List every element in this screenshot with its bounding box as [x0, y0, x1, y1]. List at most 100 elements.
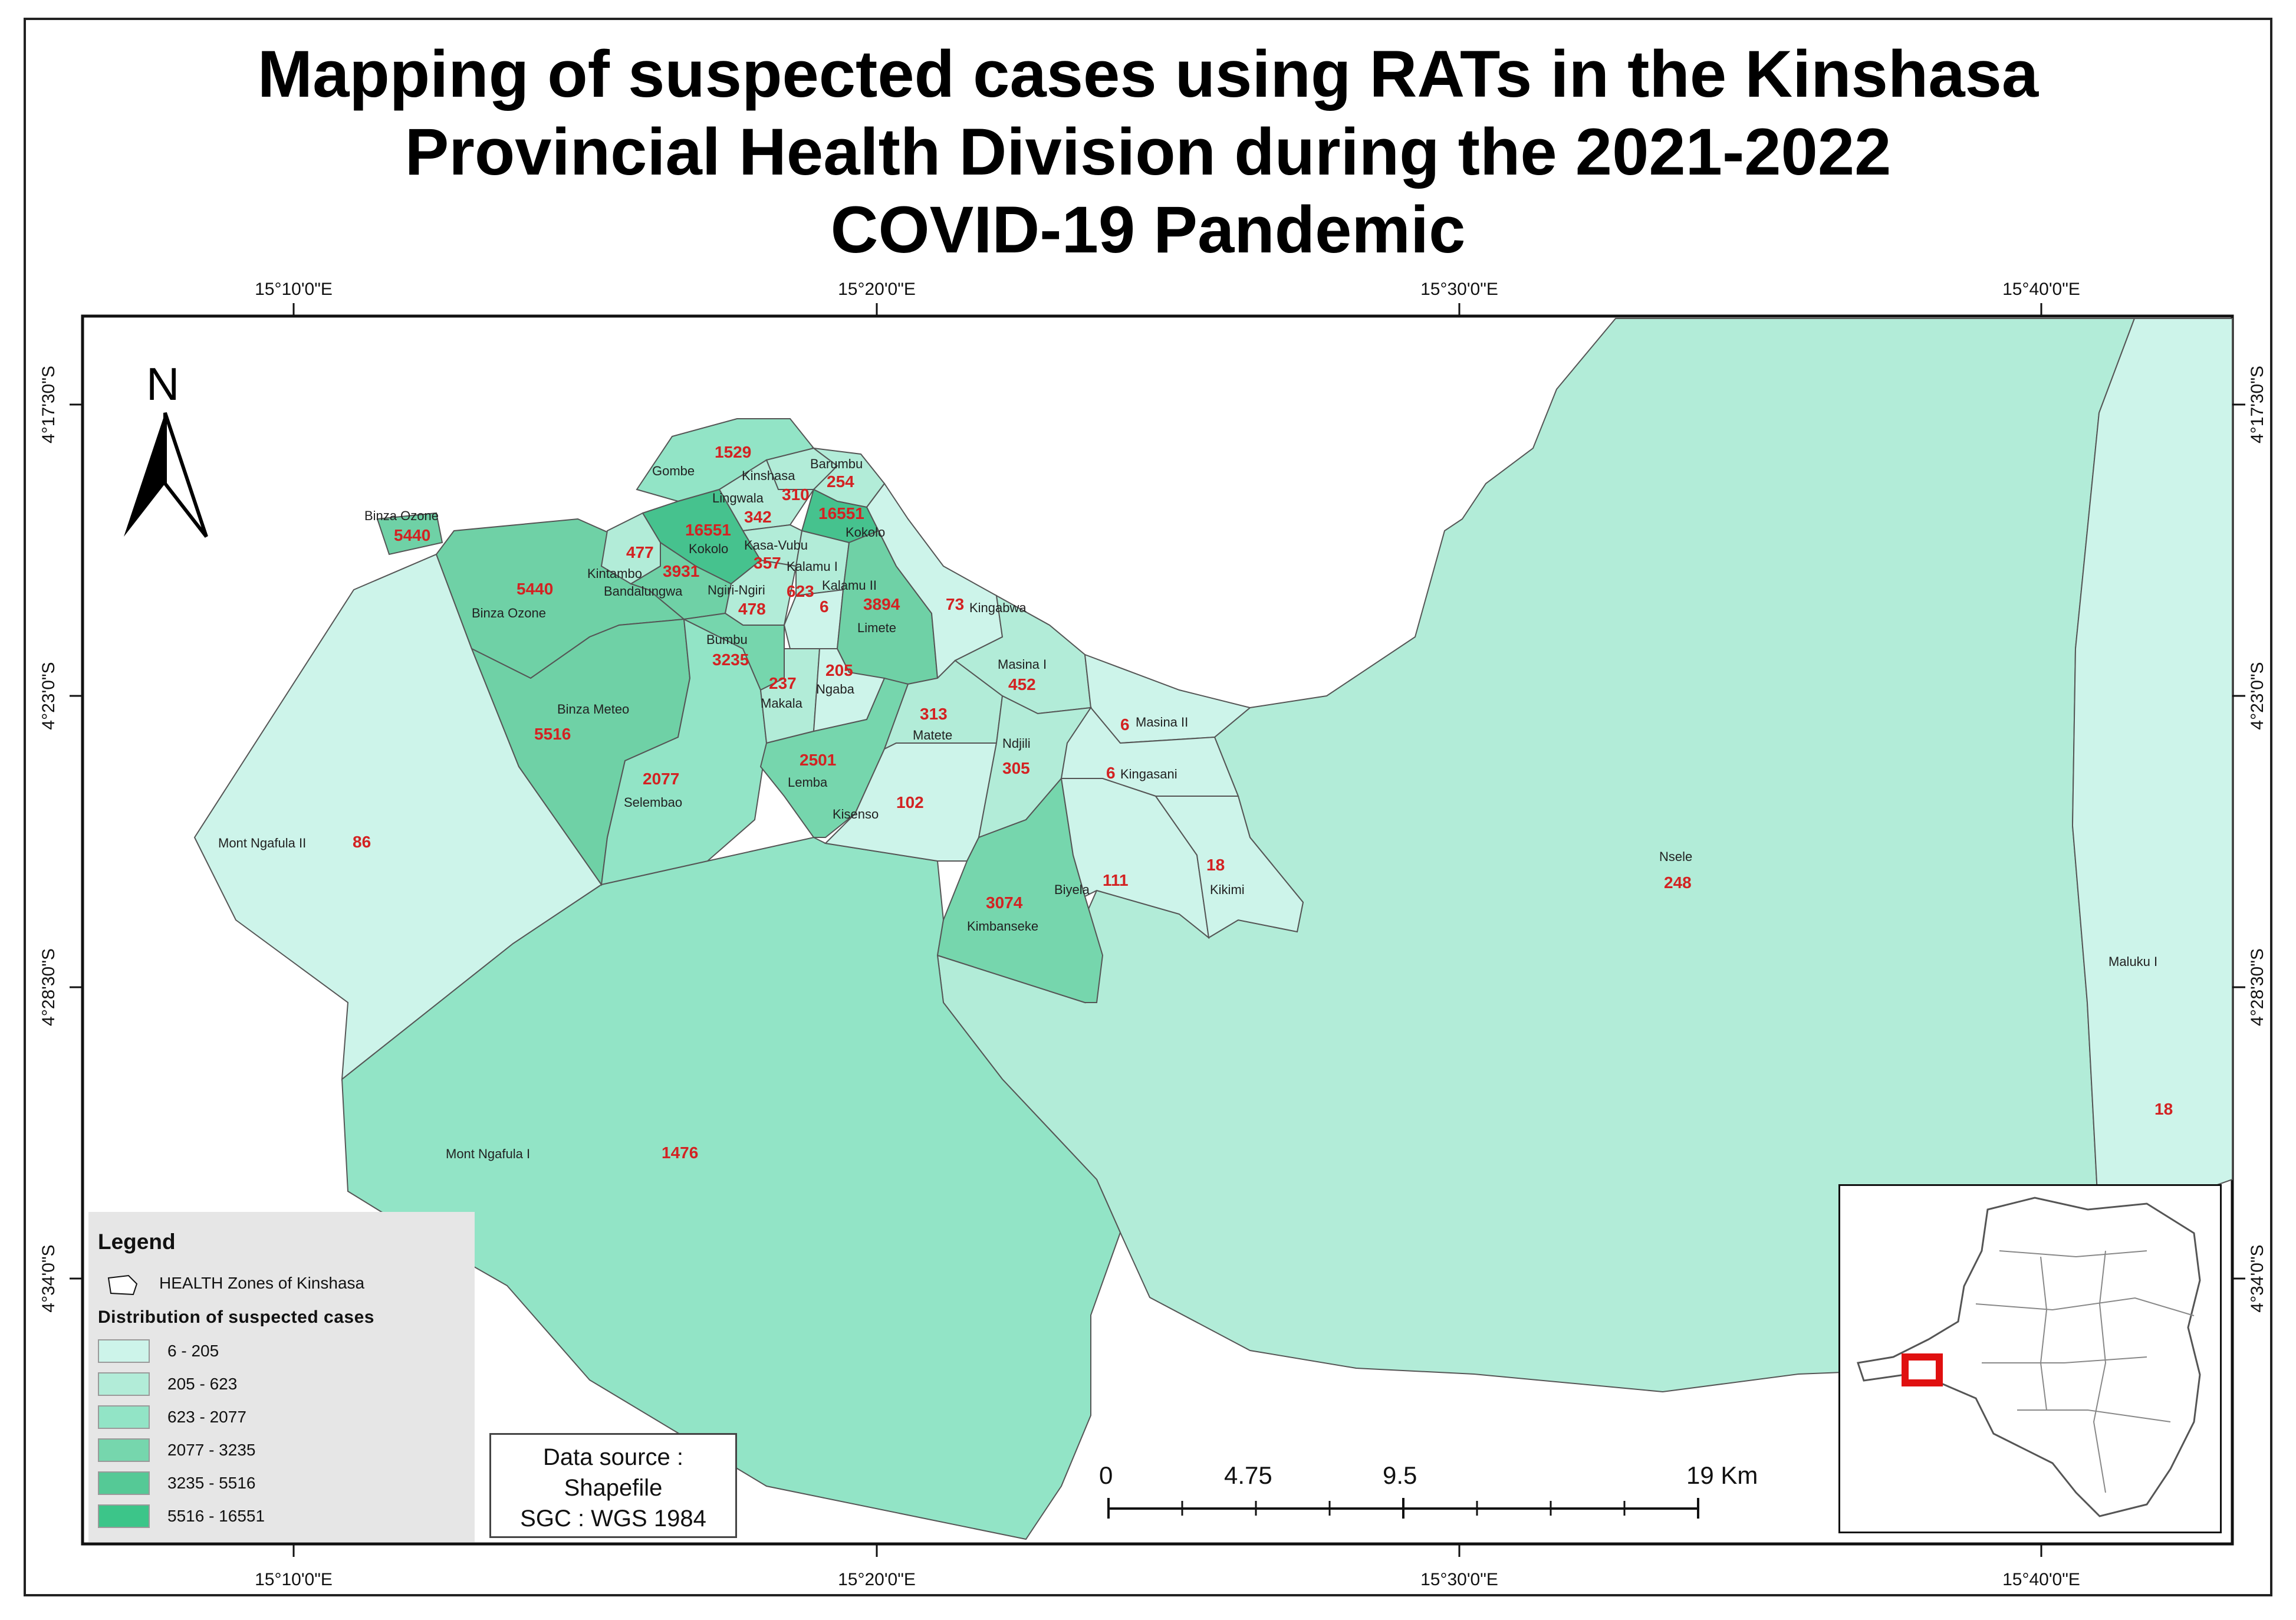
zone-label-name: Makala [761, 696, 803, 711]
zone-label-value: 16551 [685, 521, 731, 539]
zone-label-value: 248 [1664, 873, 1692, 892]
longitude-tick-label: 15°40'0"E [2002, 1570, 2080, 1589]
zone-kikimi [1154, 796, 1304, 939]
latitude-tick-label: 4°23'0"S [39, 662, 58, 730]
map-title: Mapping of suspected cases using RATs in… [0, 35, 2296, 269]
zone-label-value: 5440 [517, 580, 553, 598]
zone-label-value: 102 [896, 793, 924, 811]
scale-label: 19 Km [1686, 1461, 1758, 1489]
zone-label-value: 6 [820, 597, 829, 616]
zone-label-name: Ngiri-Ngiri [708, 583, 765, 597]
zone-label-name: Kokolo [846, 525, 885, 540]
zone-label-name: Limete [857, 620, 896, 635]
legend-swatch [98, 1438, 150, 1462]
legend-swatch [98, 1405, 150, 1429]
legend-heading: Legend [98, 1230, 176, 1254]
locator-inset-map [1838, 1184, 2222, 1533]
zone-label-name: Binza Ozone [472, 606, 546, 620]
zone-label-name: Selembao [624, 795, 682, 810]
zone-label-name: Maluku I [2108, 954, 2157, 969]
latitude-tick-label: 4°28'30"S [2248, 948, 2267, 1026]
longitude-tick-label: 15°40'0"E [2002, 280, 2080, 299]
zone-label-value: 18 [2154, 1100, 2173, 1118]
zone-label-name: Kingabwa [969, 600, 1027, 615]
zone-label-value: 16551 [818, 504, 864, 523]
north-arrow-icon: N [124, 358, 208, 538]
zone-label-name: Gombe [652, 464, 695, 478]
longitude-tick-label: 15°30'0"E [1420, 1570, 1498, 1589]
zone-label-value: 111 [1103, 871, 1129, 889]
zone-label-value: 623 [787, 582, 814, 600]
zone-label-value: 3894 [863, 595, 900, 613]
zone-label-value: 205 [825, 661, 853, 679]
zone-label-name: Matete [913, 728, 952, 742]
zone-label-name: Mont Ngafula II [218, 836, 306, 850]
longitude-tick-label: 15°10'0"E [255, 280, 333, 299]
zone-label-name: Kalamu II [822, 578, 877, 593]
zone-label-value: 478 [738, 600, 766, 618]
zone-label-value: 254 [827, 472, 854, 491]
zone-label-value: 3074 [986, 893, 1023, 912]
zone-label-value: 342 [744, 508, 772, 526]
latitude-tick-label: 4°34'0"S [39, 1244, 58, 1312]
zone-label-name: Mont Ngafula I [446, 1146, 530, 1161]
zone-binza-ozone-west [376, 512, 443, 556]
legend-range: 205 - 623 [167, 1375, 238, 1393]
legend-range: 5516 - 16551 [167, 1507, 265, 1525]
legend-range: 6 - 205 [167, 1342, 219, 1360]
zone-label-value: 6 [1106, 764, 1116, 782]
zone-label-name: Kasa-Vubu [744, 538, 808, 553]
zone-label-value: 3931 [663, 562, 699, 580]
map-legend: Legend HEALTH Zones of Kinshasa Distribu… [88, 1212, 475, 1542]
zone-label-value: 237 [769, 674, 797, 692]
zone-label-value: 2077 [643, 770, 679, 788]
zone-label-name: Kalamu I [787, 559, 838, 574]
zone-label-name: Kintambo [587, 566, 642, 581]
source-line-3: SGC : WGS 1984 [520, 1506, 706, 1532]
zone-label-name: Bandalungwa [604, 584, 683, 599]
zone-label-name: Bumbu [706, 632, 748, 647]
zone-label-value: 313 [920, 705, 948, 723]
zone-label-name: Kingasani [1120, 767, 1177, 781]
map-frame [24, 18, 2272, 1596]
zone-label-value: 5516 [534, 725, 571, 743]
zone-label-name: Barumbu [810, 456, 863, 471]
zone-label-name: Nsele [1659, 849, 1692, 864]
zone-label-name: Kimbanseke [967, 919, 1038, 934]
latitude-tick-label: 4°23'0"S [2248, 662, 2267, 730]
longitude-tick-label: 15°20'0"E [838, 280, 916, 299]
legend-swatch [98, 1339, 150, 1363]
scale-bar [1107, 1498, 1699, 1519]
zone-label-value: 305 [1002, 759, 1030, 777]
title-line-2: Provincial Health Division during the 20… [404, 115, 1892, 189]
polygon-layer-icon [107, 1274, 138, 1296]
zone-label-name: Ngaba [816, 682, 855, 696]
legend-subtitle: Distribution of suspected cases [98, 1307, 374, 1327]
zone-label-name: Masina II [1136, 715, 1188, 730]
north-letter: N [146, 358, 179, 410]
title-line-1: Mapping of suspected cases using RATs in… [257, 37, 2039, 111]
legend-layer-label: HEALTH Zones of Kinshasa [159, 1274, 365, 1292]
data-source-box: Data source : Shapefile SGC : WGS 1984 [489, 1433, 737, 1538]
zone-label-value: 1476 [662, 1143, 698, 1162]
zone-label-name: Kikimi [1210, 882, 1245, 897]
latitude-tick-label: 4°28'30"S [39, 948, 58, 1026]
legend-swatch [98, 1471, 150, 1495]
longitude-tick-label: 15°10'0"E [255, 1570, 333, 1589]
zone-label-name: Binza Ozone [364, 508, 439, 523]
legend-range: 2077 - 3235 [167, 1441, 256, 1459]
latitude-tick-label: 4°17'30"S [39, 366, 58, 443]
zone-label-name: Lemba [788, 775, 828, 790]
latitude-tick-label: 4°17'30"S [2248, 366, 2267, 443]
source-line-1: Data source : [543, 1444, 683, 1470]
longitude-tick-label: 15°30'0"E [1420, 280, 1498, 299]
graticule-lon-top: 15°10'0"E 15°10'0"E 15°20'0"E 15°20'0"E 15°3… [255, 280, 2080, 1589]
zone-label-value: 6 [1120, 715, 1130, 734]
zone-maluku [2071, 318, 2233, 1228]
scale-label: 4.75 [1224, 1461, 1272, 1489]
zone-label-value: 2501 [800, 751, 836, 769]
scale-label: 9.5 [1383, 1461, 1417, 1489]
zone-label-name: Kisenso [833, 807, 879, 821]
legend-range: 3235 - 5516 [167, 1474, 256, 1492]
